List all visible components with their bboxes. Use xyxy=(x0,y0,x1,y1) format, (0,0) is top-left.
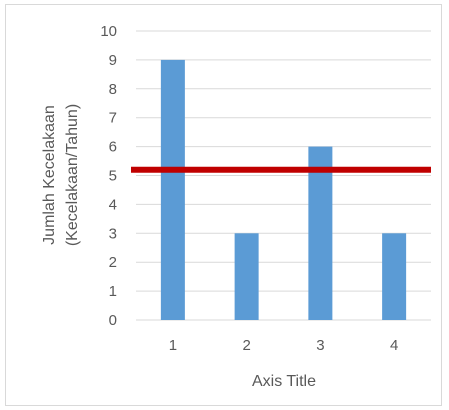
x-tick-1: 1 xyxy=(169,337,177,354)
x-tick-2: 2 xyxy=(242,337,250,354)
y-tick-9: 9 xyxy=(109,52,117,69)
chart-frame xyxy=(5,4,442,406)
x-axis-title: Axis Title xyxy=(252,373,316,390)
x-tick-4: 4 xyxy=(390,337,398,354)
bar-4 xyxy=(382,233,407,320)
y-tick-0: 0 xyxy=(109,312,117,329)
x-tick-labels: 1 2 3 4 xyxy=(169,337,399,354)
y-axis-title-line-1: Jumlah Kecelakaan xyxy=(41,105,58,245)
bar-2 xyxy=(234,233,259,320)
bar-3 xyxy=(308,146,333,320)
y-axis-title-line-2: (Kecelakaan/Tahun) xyxy=(64,104,81,246)
y-tick-6: 6 xyxy=(109,139,117,156)
bar-1 xyxy=(160,59,185,321)
y-tick-5: 5 xyxy=(109,168,117,185)
y-tick-7: 7 xyxy=(109,110,117,127)
y-tick-8: 8 xyxy=(109,81,117,98)
x-tick-3: 3 xyxy=(316,337,324,354)
y-axis-title: Jumlah Kecelakaan (Kecelakaan/Tahun) xyxy=(41,104,81,246)
gridlines xyxy=(136,30,431,321)
y-tick-10: 10 xyxy=(100,23,117,40)
y-tick-1: 1 xyxy=(109,283,117,300)
bars xyxy=(160,59,407,321)
y-tick-labels: 0 1 2 3 4 5 6 7 8 9 10 xyxy=(100,23,117,329)
y-tick-4: 4 xyxy=(109,196,117,213)
y-tick-3: 3 xyxy=(109,225,117,242)
y-tick-2: 2 xyxy=(109,254,117,271)
